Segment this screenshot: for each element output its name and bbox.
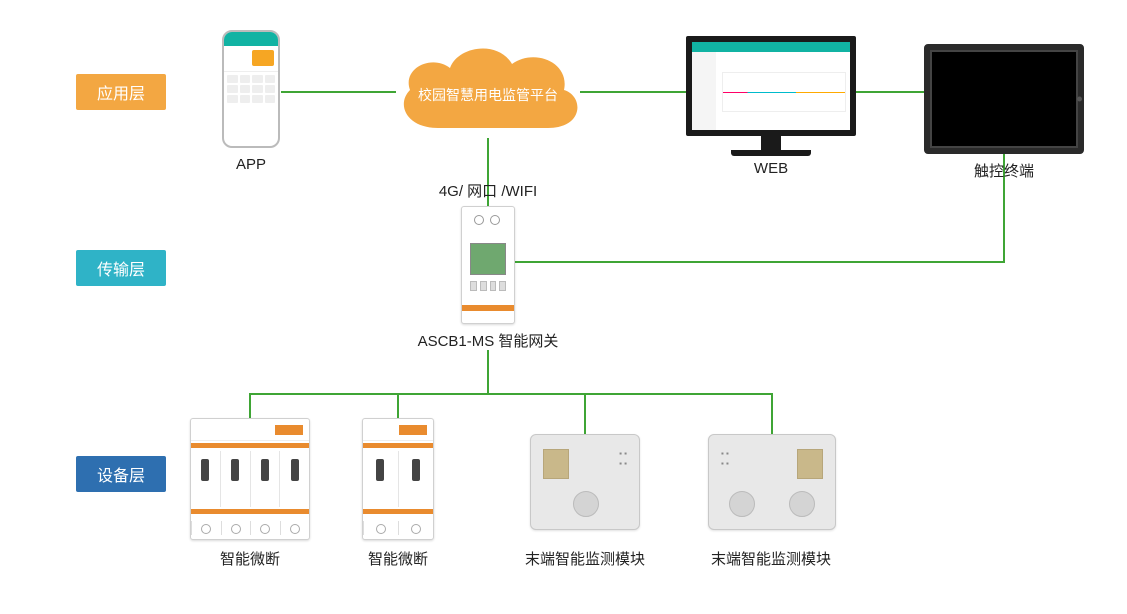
gateway-sub-caption: 4G/ 网口 /WIFI [410,180,566,201]
breaker2-device-icon [362,418,434,540]
module2-device-icon: ▪ ▪▪ ▪ [708,434,836,530]
monitor-caption: WEB [686,160,856,177]
tablet-caption: 触控终端 [924,160,1084,181]
monitor-device-icon [686,36,856,156]
module1-device-icon: ▪ ▪▪ ▪ [530,434,640,530]
edge-gateway-tablet-h [515,261,1005,263]
module2-caption: 末端智能监测模块 [696,548,846,569]
cloud-caption: 校园智慧用电监管平台 [418,75,558,105]
module1-caption: 末端智能监测模块 [510,548,660,569]
tablet-device-icon [924,44,1084,154]
phone-caption: APP [222,156,280,173]
edge-cloud-monitor [580,91,686,93]
breaker4-caption: 智能微断 [190,548,310,569]
gateway-device-icon [461,206,515,324]
cloud-platform-icon: 校园智慧用电监管平台 [388,40,588,140]
edge-gateway-bus [487,350,489,394]
edge-drop-breaker2 [397,393,399,418]
breaker2-caption: 智能微断 [348,548,448,569]
edge-monitor-tablet [856,91,924,93]
edge-bus [250,393,773,395]
phone-device-icon [222,30,280,148]
edge-drop-module2 [771,393,773,434]
edge-drop-breaker4 [249,393,251,418]
edge-drop-module1 [584,393,586,434]
layer-label-app: 应用层 [76,74,166,110]
breaker4-device-icon [190,418,310,540]
layer-label-transport: 传输层 [76,250,166,286]
gateway-caption: ASCB1-MS 智能网关 [400,330,576,351]
edge-phone-cloud [281,91,396,93]
layer-label-device: 设备层 [76,456,166,492]
